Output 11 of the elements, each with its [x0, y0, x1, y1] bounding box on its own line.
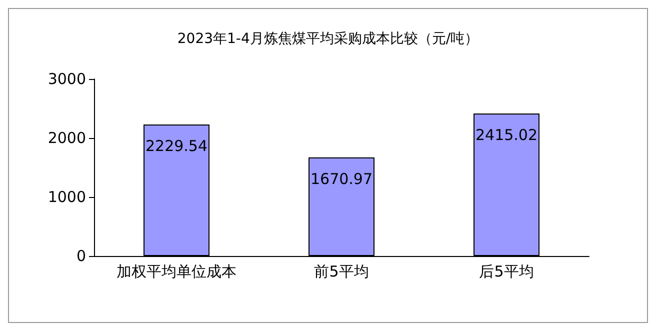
x-tick-label: 加权平均单位成本 [116, 262, 236, 280]
data-label: 2415.02 [475, 126, 538, 144]
y-tick-label: 3000 [48, 70, 86, 88]
data-label: 2229.54 [145, 136, 208, 155]
chart-title: 2023年1-4月炼焦煤平均采购成本比较（元/吨） [177, 31, 479, 47]
y-tick-label: 0 [76, 247, 86, 265]
y-tick-label: 1000 [48, 188, 86, 206]
x-tick-label: 前5平均 [314, 262, 369, 280]
y-tick-label: 2000 [48, 129, 86, 147]
data-label: 1670.97 [310, 170, 373, 188]
x-tick-label: 后5平均 [479, 262, 534, 280]
